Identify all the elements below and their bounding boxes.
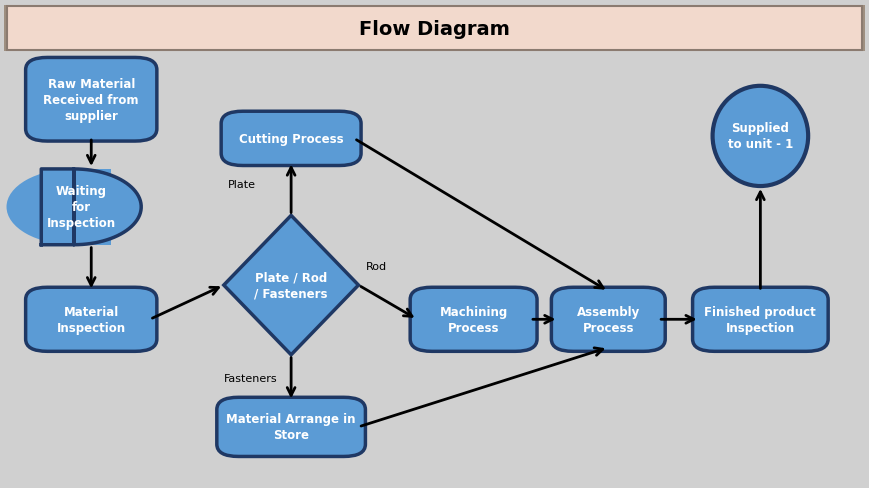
Text: Raw Material
Received from
supplier: Raw Material Received from supplier	[43, 78, 139, 122]
FancyBboxPatch shape	[693, 288, 828, 351]
Text: Plate / Rod
/ Fasteners: Plate / Rod / Fasteners	[255, 271, 328, 300]
FancyBboxPatch shape	[4, 6, 865, 52]
FancyBboxPatch shape	[216, 397, 365, 457]
Text: Material
Inspection: Material Inspection	[56, 305, 126, 334]
Text: Machining
Process: Machining Process	[440, 305, 507, 334]
Text: Waiting
for
Inspection: Waiting for Inspection	[47, 185, 116, 230]
Text: Finished product
Inspection: Finished product Inspection	[705, 305, 816, 334]
FancyBboxPatch shape	[221, 112, 362, 166]
Text: Rod: Rod	[366, 261, 388, 271]
FancyBboxPatch shape	[551, 288, 666, 351]
Text: Cutting Process: Cutting Process	[239, 133, 343, 145]
Text: Material Arrange in
Store: Material Arrange in Store	[226, 412, 356, 442]
FancyBboxPatch shape	[25, 59, 157, 142]
Text: Plate: Plate	[228, 179, 256, 189]
FancyBboxPatch shape	[410, 288, 537, 351]
Text: Supplied
to unit - 1: Supplied to unit - 1	[727, 122, 793, 151]
Ellipse shape	[7, 169, 141, 245]
Text: Flow Diagram: Flow Diagram	[359, 20, 510, 39]
Polygon shape	[224, 216, 359, 355]
Ellipse shape	[713, 87, 808, 187]
Text: Fasteners: Fasteners	[224, 373, 277, 383]
FancyBboxPatch shape	[7, 7, 862, 51]
Bar	[41, 170, 74, 245]
FancyBboxPatch shape	[25, 288, 157, 351]
FancyBboxPatch shape	[41, 170, 111, 245]
Text: Assembly
Process: Assembly Process	[577, 305, 640, 334]
